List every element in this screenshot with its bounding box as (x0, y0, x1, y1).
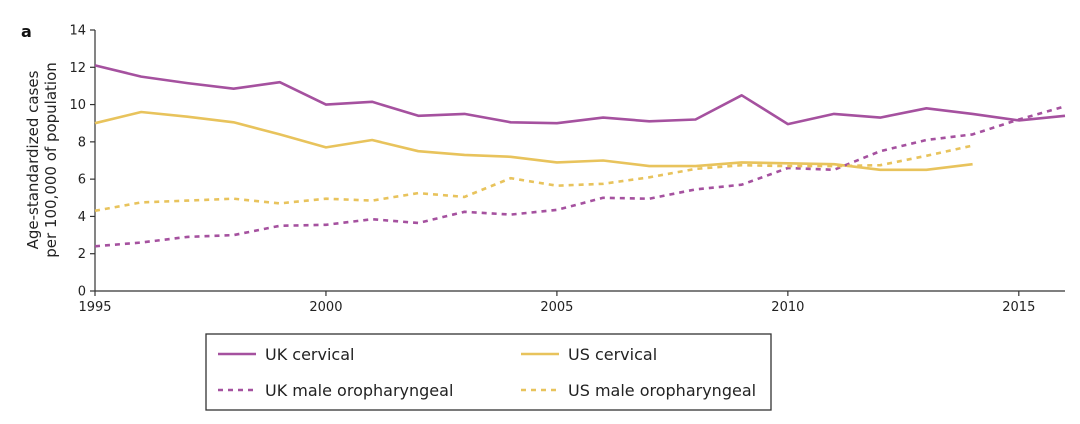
y-tick-label: 14 (69, 24, 86, 39)
y-tick-label: 6 (78, 173, 86, 188)
legend-label-us-cervical: US cervical (568, 345, 657, 364)
x-tick-label: 2010 (771, 300, 804, 315)
x-tick-label: 2015 (1002, 300, 1035, 315)
y-tick-label: 12 (69, 61, 86, 76)
y-axis-label-line1: Age-standardized cases (24, 70, 42, 249)
series-line-us-cervical (94, 110, 973, 172)
y-tick-label: 8 (78, 135, 86, 150)
series-line-uk-male-oropharyngeal (94, 105, 1066, 248)
y-tick-label: 0 (78, 285, 86, 300)
x-tick-label: 2000 (309, 300, 342, 315)
legend-label-us-oropharyngeal: US male oropharyngeal (568, 381, 756, 400)
y-tick-label: 2 (78, 247, 86, 262)
series-line-uk-cervical (94, 64, 1066, 126)
legend-label-uk-oropharyngeal: UK male oropharyngeal (265, 381, 453, 400)
x-tick-label: 1995 (78, 300, 111, 315)
y-tick-label: 10 (69, 98, 86, 113)
legend-label-uk-cervical: UK cervical (265, 345, 354, 364)
x-tick-label: 2005 (540, 300, 573, 315)
y-axis-label-line2: per 100,000 of population (42, 62, 60, 258)
panel-label: a (21, 22, 32, 41)
y-tick-label: 4 (78, 210, 86, 225)
legend-box (205, 333, 772, 411)
axes: 0 2 4 6 8 10 12 14 1995 2000 2005 2010 2015 (69, 24, 1065, 315)
series-layer (94, 64, 1066, 248)
legend: UK cervical US cervical UK male orophary… (205, 333, 772, 411)
series-line-us-male-oropharyngeal (94, 144, 973, 213)
